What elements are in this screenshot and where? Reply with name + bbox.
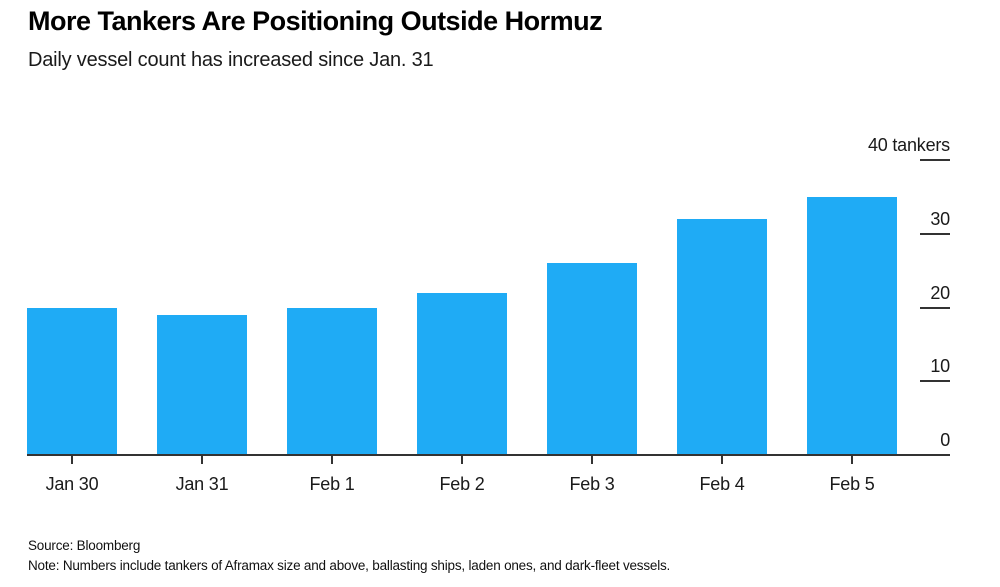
x-axis-tick: [201, 456, 203, 464]
source-text: Source: Bloomberg: [28, 538, 141, 553]
y-axis-tick: [920, 380, 950, 383]
bar: [547, 263, 637, 455]
bar: [27, 307, 117, 455]
x-axis-label: Feb 4: [699, 474, 745, 494]
axis-baseline: [27, 454, 950, 456]
chart-footer: Source: Bloomberg Note: Numbers include …: [28, 536, 670, 576]
x-axis-label: Jan 30: [45, 474, 99, 494]
x-axis-tick: [721, 456, 723, 464]
y-axis-tick-label: 30: [930, 208, 950, 229]
note-text: Note: Numbers include tankers of Aframax…: [28, 558, 671, 573]
bar: [287, 307, 377, 455]
bar: [417, 292, 507, 455]
x-axis-label: Feb 1: [309, 474, 355, 494]
y-axis-tick-label: 0: [940, 430, 950, 450]
x-axis-tick: [331, 456, 333, 464]
y-axis-tick-label: 20: [930, 282, 950, 303]
y-axis-tick-label: 40 tankers: [867, 135, 950, 155]
y-axis-tick: [920, 159, 950, 161]
x-axis-label: Feb 5: [829, 474, 875, 494]
bar: [157, 314, 247, 455]
y-axis-tick-label: 10: [930, 356, 950, 377]
bar: [807, 196, 897, 455]
x-axis-tick: [851, 456, 853, 464]
chart-subtitle: Daily vessel count has increased since J…: [28, 49, 434, 71]
x-axis-label: Feb 3: [569, 474, 615, 494]
x-axis-tick: [71, 456, 73, 464]
x-axis-label: Feb 2: [439, 474, 485, 494]
y-axis-tick: [920, 306, 950, 309]
bar: [677, 219, 767, 455]
x-axis-tick: [591, 456, 593, 464]
chart-title: More Tankers Are Positioning Outside Hor…: [28, 6, 603, 36]
x-axis-label: Jan 31: [175, 474, 229, 494]
x-axis-tick: [461, 456, 463, 464]
y-axis-tick: [920, 232, 950, 235]
